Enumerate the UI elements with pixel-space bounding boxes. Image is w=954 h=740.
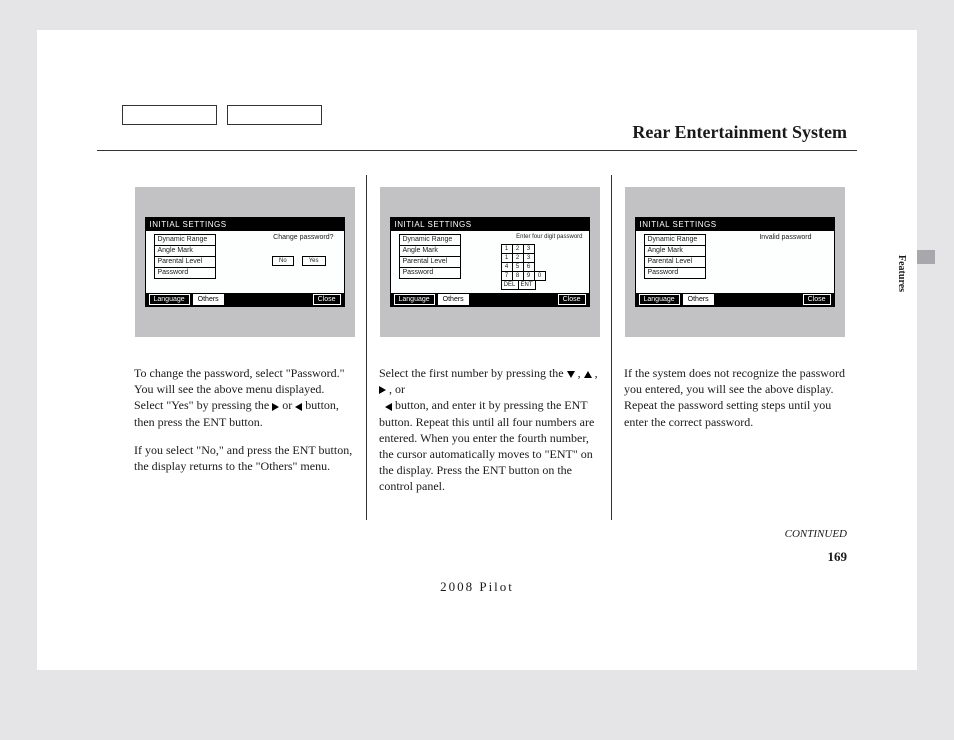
- language-tab[interactable]: Language: [394, 294, 435, 305]
- page-number: 169: [828, 549, 848, 565]
- close-button[interactable]: Close: [558, 294, 586, 305]
- header-tab-2: [227, 105, 322, 125]
- side-tab-label: Features: [896, 255, 907, 292]
- screen-invalid-password: INITIAL SETTINGS Dynamic Range Angle Mar…: [625, 187, 845, 337]
- column-2: INITIAL SETTINGS Dynamic Range Angle Mar…: [367, 175, 612, 507]
- screen-header: INITIAL SETTINGS: [146, 218, 344, 231]
- yes-no-buttons: No Yes: [272, 256, 325, 266]
- col1-paragraph-1: To change the password, select "Password…: [134, 365, 355, 430]
- yes-button[interactable]: Yes: [302, 256, 326, 266]
- left-arrow-icon: [385, 403, 392, 411]
- invalid-password-prompt: Invalid password: [759, 234, 811, 241]
- others-tab[interactable]: Others: [193, 294, 224, 305]
- continued-label: CONTINUED: [785, 528, 847, 540]
- column-1: INITIAL SETTINGS Dynamic Range Angle Mar…: [122, 175, 367, 507]
- down-arrow-icon: [567, 371, 575, 378]
- columns: INITIAL SETTINGS Dynamic Range Angle Mar…: [122, 175, 857, 507]
- settings-menu: Dynamic Range Angle Mark Parental Level …: [154, 234, 216, 278]
- screen-header: INITIAL SETTINGS: [636, 218, 834, 231]
- col3-paragraph-1: If the system does not recognize the pas…: [624, 365, 845, 430]
- del-key[interactable]: DEL: [501, 280, 519, 290]
- right-arrow-icon: [379, 386, 386, 394]
- screen-change-password: INITIAL SETTINGS Dynamic Range Angle Mar…: [135, 187, 355, 337]
- title-rule: [97, 150, 857, 151]
- screen-footer: Language Others Close: [636, 293, 834, 306]
- screen-enter-password: INITIAL SETTINGS Dynamic Range Angle Mar…: [380, 187, 600, 337]
- screen-header: INITIAL SETTINGS: [391, 218, 589, 231]
- others-tab[interactable]: Others: [438, 294, 469, 305]
- menu-item: Password: [154, 267, 216, 279]
- keypad: 1 2 3 1 2 3 4 5: [501, 244, 545, 289]
- col1-paragraph-2: If you select "No," and press the ENT bu…: [134, 442, 355, 474]
- footer-title: 2008 Pilot: [440, 579, 514, 595]
- side-tab-marker: [917, 250, 935, 264]
- menu-item: Password: [399, 267, 461, 279]
- up-arrow-icon: [584, 371, 592, 378]
- ent-key[interactable]: ENT: [518, 280, 536, 290]
- screen-footer: Language Others Close: [146, 293, 344, 306]
- close-button[interactable]: Close: [313, 294, 341, 305]
- document-page: Rear Entertainment System Features INITI…: [37, 30, 917, 670]
- menu-item: Dynamic Range: [154, 234, 216, 246]
- page-title: Rear Entertainment System: [632, 122, 847, 143]
- language-tab[interactable]: Language: [639, 294, 680, 305]
- header-tab-1: [122, 105, 217, 125]
- language-tab[interactable]: Language: [149, 294, 190, 305]
- close-button[interactable]: Close: [803, 294, 831, 305]
- enter-password-prompt: Enter four digit password: [516, 234, 582, 240]
- screen-footer: Language Others Close: [391, 293, 589, 306]
- no-button[interactable]: No: [272, 256, 294, 266]
- menu-item: Dynamic Range: [399, 234, 461, 246]
- menu-item: Dynamic Range: [644, 234, 706, 246]
- change-password-prompt: Change password?: [273, 234, 333, 241]
- column-3: INITIAL SETTINGS Dynamic Range Angle Mar…: [612, 175, 857, 507]
- settings-menu: Dynamic Range Angle Mark Parental Level …: [644, 234, 706, 278]
- header-tabs: [122, 105, 322, 125]
- col2-paragraph-1: Select the first number by pressing the …: [379, 365, 600, 495]
- settings-menu: Dynamic Range Angle Mark Parental Level …: [399, 234, 461, 278]
- menu-item: Password: [644, 267, 706, 279]
- others-tab[interactable]: Others: [683, 294, 714, 305]
